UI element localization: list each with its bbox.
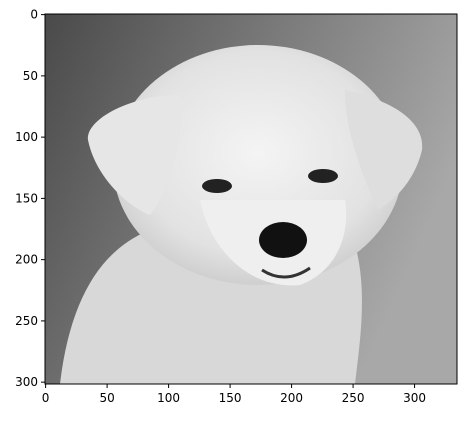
x-tick-label: 300 <box>403 391 426 405</box>
y-tick-label: 250 <box>15 314 38 328</box>
y-tick-label: 100 <box>15 130 38 144</box>
axes-frame <box>44 13 458 385</box>
y-tick-label: 0 <box>30 8 38 22</box>
x-tick-label: 200 <box>280 391 303 405</box>
y-tick-label: 200 <box>15 253 38 267</box>
x-tick-label: 100 <box>157 391 180 405</box>
x-tick-label: 50 <box>99 391 114 405</box>
y-tick-label: 300 <box>15 375 38 389</box>
y-tick-label: 50 <box>23 69 38 83</box>
x-tick-label: 150 <box>219 391 242 405</box>
image <box>45 14 457 384</box>
y-tick-label: 150 <box>15 191 38 205</box>
x-tick-label: 250 <box>342 391 365 405</box>
x-tick-label: 0 <box>42 391 50 405</box>
